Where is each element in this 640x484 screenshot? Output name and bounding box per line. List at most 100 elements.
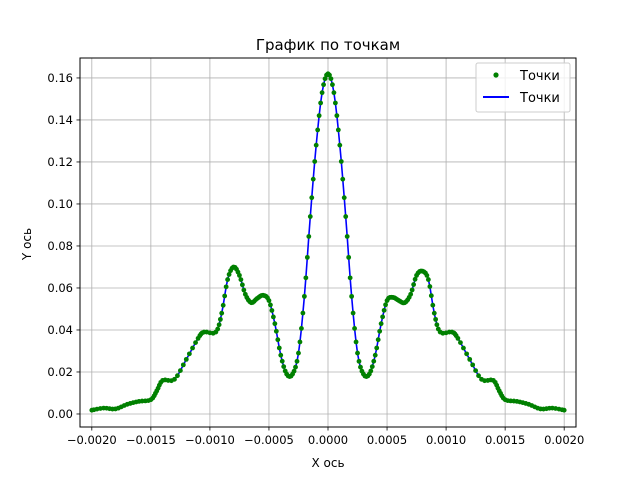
data-point: [278, 352, 284, 358]
data-point: [334, 113, 340, 119]
data-point: [270, 314, 276, 320]
data-point: [461, 345, 466, 351]
y-tick-label: 0.12: [47, 155, 73, 169]
data-point: [350, 310, 356, 316]
data-point: [353, 339, 359, 345]
data-point: [193, 340, 198, 346]
data-point: [328, 76, 334, 82]
data-point: [180, 362, 186, 368]
x-tick-label: −0.0020: [67, 433, 117, 447]
grid: [80, 58, 576, 427]
data-point: [349, 293, 355, 299]
data-point: [225, 277, 231, 282]
data-point: [425, 277, 431, 282]
data-point: [346, 254, 352, 260]
data-point: [358, 364, 363, 370]
legend-label-line: Точки: [519, 91, 560, 106]
data-point: [301, 293, 307, 299]
data-point: [275, 337, 281, 343]
data-point: [430, 302, 436, 308]
data-point: [300, 310, 306, 316]
legend-box: [475, 62, 571, 113]
x-tick-label: −0.0005: [244, 433, 294, 447]
data-point: [316, 113, 322, 119]
data-point: [190, 345, 195, 351]
chart-title: График по точкам: [256, 36, 400, 54]
data-point: [335, 127, 341, 133]
data-point: [272, 321, 278, 327]
data-point: [411, 282, 417, 287]
y-tick-label: 0.00: [47, 407, 73, 421]
data-point: [337, 142, 343, 148]
data-point: [433, 316, 439, 322]
data-point: [473, 368, 479, 373]
data-point: [294, 358, 300, 364]
data-point: [297, 339, 303, 345]
x-tick-label: 0.0015: [485, 433, 525, 447]
data-point: [331, 90, 337, 96]
data-point: [223, 284, 229, 290]
data-point: [332, 100, 338, 106]
data-point: [177, 368, 183, 373]
x-tick-label: −0.0015: [126, 433, 176, 447]
data-point: [330, 82, 335, 88]
y-tick-label: 0.04: [47, 323, 73, 337]
data-point: [215, 326, 221, 332]
data-point: [313, 142, 319, 148]
data-point: [428, 293, 434, 299]
x-tick-label: −0.0010: [185, 433, 235, 447]
data-point: [310, 176, 316, 182]
legend: Точки Точки: [475, 62, 571, 113]
data-point: [408, 291, 414, 297]
data-point: [340, 176, 346, 182]
y-tick-label: 0.16: [47, 71, 73, 85]
data-point: [383, 302, 388, 308]
ticks: −0.0020 −0.0015 −0.0010 −0.0005 0.0000 0.0005…: [47, 71, 584, 447]
data-point: [377, 328, 383, 334]
data-point: [217, 316, 223, 322]
data-point: [369, 364, 375, 369]
x-tick-label: 0.0010: [426, 433, 466, 447]
data-point: [343, 214, 349, 219]
x-tick-label: 0.0005: [367, 433, 407, 447]
y-axis-label: Y ось: [20, 228, 34, 261]
data-point: [266, 298, 272, 303]
data-point: [226, 272, 232, 277]
data-point: [318, 100, 324, 106]
legend-marker-points: [493, 72, 499, 78]
x-tick-label: 0.0000: [308, 433, 348, 447]
data-point: [279, 358, 285, 364]
y-tick-label: 0.14: [47, 113, 73, 127]
data-point: [319, 90, 325, 96]
data-point: [431, 310, 437, 316]
data-point: [378, 321, 384, 327]
data-point: [238, 277, 244, 282]
data-point: [327, 72, 332, 78]
data-point: [409, 287, 415, 293]
data-point: [220, 302, 226, 308]
data-point: [427, 284, 433, 289]
data-point: [309, 195, 315, 201]
data-point: [322, 76, 328, 82]
data-point: [281, 364, 287, 369]
data-point: [183, 356, 189, 362]
data-point: [276, 345, 282, 351]
plot-series: [89, 71, 567, 413]
data-point: [412, 276, 418, 282]
x-tick-label: 0.0020: [544, 433, 584, 447]
data-point: [467, 356, 473, 362]
data-point: [268, 302, 273, 308]
data-point: [175, 373, 180, 379]
data-point: [561, 407, 567, 413]
data-point: [321, 82, 326, 88]
y-tick-label: 0.08: [47, 239, 73, 253]
x-axis-label: X ось: [311, 456, 344, 470]
data-point: [381, 307, 387, 313]
data-point: [355, 350, 360, 356]
y-tick-label: 0.06: [47, 281, 73, 295]
data-point: [315, 127, 321, 133]
data-point: [296, 350, 301, 356]
data-point: [424, 273, 430, 278]
y-tick-label: 0.10: [47, 197, 73, 211]
